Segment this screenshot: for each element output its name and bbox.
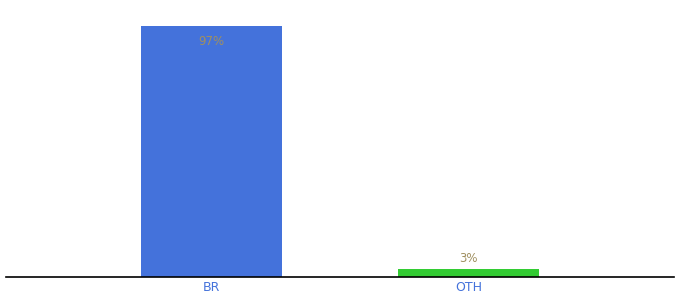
Text: 3%: 3% bbox=[460, 252, 478, 265]
Bar bbox=[141, 26, 282, 277]
Text: 97%: 97% bbox=[199, 35, 224, 48]
Bar bbox=[398, 269, 539, 277]
